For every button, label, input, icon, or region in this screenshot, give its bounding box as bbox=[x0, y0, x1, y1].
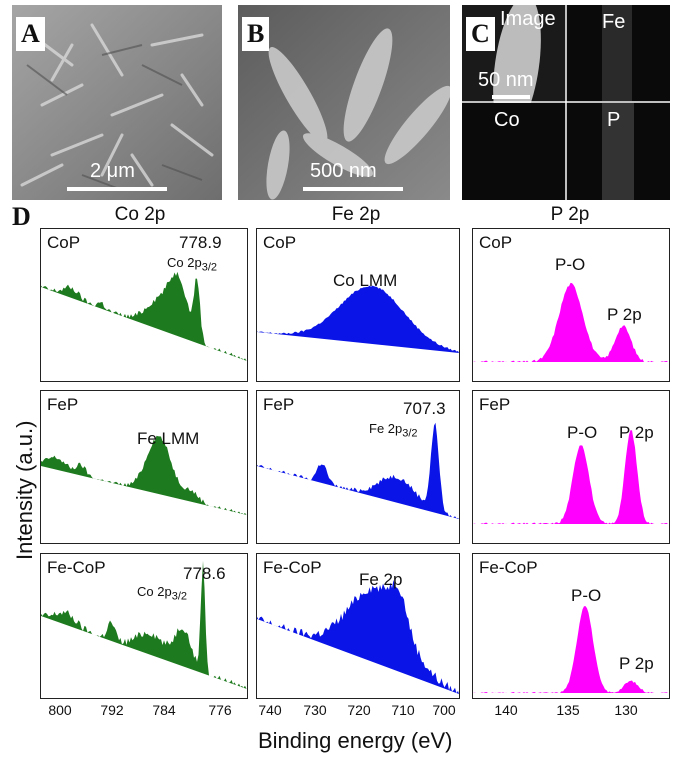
scale-bar-a bbox=[67, 187, 167, 191]
spectrum-co-cop: CoP 778.9 Co 2p3/2 bbox=[40, 228, 248, 382]
peak-value: 778.6 bbox=[183, 564, 226, 583]
spectrum-fill bbox=[41, 271, 247, 361]
spectrum-fill bbox=[257, 285, 459, 353]
panel-label-d: D bbox=[12, 202, 31, 231]
column-header-p: P 2p bbox=[550, 204, 590, 225]
spectrum-fill bbox=[257, 579, 459, 694]
sample-label: FeP bbox=[47, 395, 79, 414]
peak-annotation: Co 2p3/2 bbox=[137, 584, 187, 603]
peak-annotation: Co LMM bbox=[333, 271, 398, 290]
scale-bar-b bbox=[303, 187, 403, 191]
peak-annotation: Co 2p3/2 bbox=[167, 255, 217, 274]
panel-label-c: C bbox=[466, 17, 495, 51]
sample-label: Fe-CoP bbox=[263, 558, 322, 577]
spectrum-p-fecop: Fe-CoP P-O P 2p bbox=[472, 553, 670, 699]
spectrum-fill bbox=[41, 560, 247, 689]
po-annotation: P-O bbox=[555, 255, 586, 274]
spectrum-co-fep: FeP Fe LMM bbox=[40, 390, 248, 544]
tick-label: 792 bbox=[100, 702, 124, 718]
scale-label-c: 50 nm bbox=[478, 69, 534, 91]
sample-label: Fe-CoP bbox=[47, 558, 106, 577]
sample-label: FeP bbox=[263, 395, 295, 414]
tick-label: 776 bbox=[208, 702, 232, 718]
tick-label: 720 bbox=[347, 702, 371, 718]
tick-label: 730 bbox=[303, 702, 327, 718]
spectrum-co-fecop: Fe-CoP 778.6 Co 2p3/2 bbox=[40, 553, 248, 699]
peak-value: 778.9 bbox=[179, 233, 222, 252]
spectrum-fill bbox=[473, 430, 669, 524]
spectrum-fill bbox=[473, 606, 669, 693]
sample-label: CoP bbox=[263, 233, 297, 252]
p-map-label: P bbox=[607, 109, 621, 131]
spectrum-fe-fecop: Fe-CoP Fe 2p bbox=[256, 553, 460, 699]
image-map-label: Image bbox=[500, 8, 556, 30]
p2p-annotation: P 2p bbox=[619, 654, 654, 673]
tick-label: 740 bbox=[258, 702, 282, 718]
tick-label: 710 bbox=[391, 702, 415, 718]
tick-label: 800 bbox=[48, 702, 72, 718]
co-map-label: Co bbox=[494, 109, 520, 131]
spectrum-fe-cop: CoP Co LMM bbox=[256, 228, 460, 382]
spectrum-fill bbox=[473, 282, 669, 362]
spectrum-fe-fep: FeP 707.3 Fe 2p3/2 bbox=[256, 390, 460, 544]
sample-label: FeP bbox=[479, 395, 511, 414]
spectrum-fill bbox=[41, 435, 247, 515]
panel-label-b: B bbox=[242, 17, 270, 51]
eds-maps-c: C Image 50 nm Fe Co P bbox=[462, 5, 670, 200]
p2p-annotation: P 2p bbox=[607, 305, 642, 324]
spectrum-p-cop: CoP P-O P 2p bbox=[472, 228, 670, 382]
sample-label: CoP bbox=[47, 233, 81, 252]
sem-image-a: A 2 μm bbox=[12, 5, 222, 200]
sample-label: Fe-CoP bbox=[479, 558, 538, 577]
tick-label: 135 bbox=[556, 702, 580, 718]
po-annotation: P-O bbox=[567, 423, 598, 442]
tick-label: 140 bbox=[494, 702, 518, 718]
spectrum-fill bbox=[257, 422, 459, 519]
fe-map-label: Fe bbox=[602, 11, 626, 33]
tick-label: 700 bbox=[432, 702, 456, 718]
peak-annotation: Fe 2p bbox=[359, 570, 403, 589]
sem-image-b: B 500 nm bbox=[238, 5, 450, 200]
column-header-fe: Fe 2p bbox=[331, 204, 381, 225]
panel-label-a: A bbox=[16, 17, 45, 51]
sample-label: CoP bbox=[479, 233, 513, 252]
scale-label-a: 2 μm bbox=[90, 160, 135, 182]
peak-annotation: Fe 2p3/2 bbox=[369, 421, 418, 440]
po-annotation: P-O bbox=[571, 586, 602, 605]
tick-label: 784 bbox=[152, 702, 176, 718]
peak-annotation: Fe LMM bbox=[137, 429, 200, 448]
column-header-co: Co 2p bbox=[114, 204, 166, 225]
x-axis-label: Binding energy (eV) bbox=[258, 728, 453, 753]
p2p-annotation: P 2p bbox=[619, 423, 654, 442]
peak-value: 707.3 bbox=[403, 399, 446, 418]
scale-label-b: 500 nm bbox=[310, 160, 377, 182]
y-axis-label: Intensity (a.u.) bbox=[12, 420, 37, 560]
spectrum-p-fep: FeP P-O P 2p bbox=[472, 390, 670, 544]
tick-label: 130 bbox=[614, 702, 638, 718]
scale-bar-c bbox=[492, 95, 530, 99]
